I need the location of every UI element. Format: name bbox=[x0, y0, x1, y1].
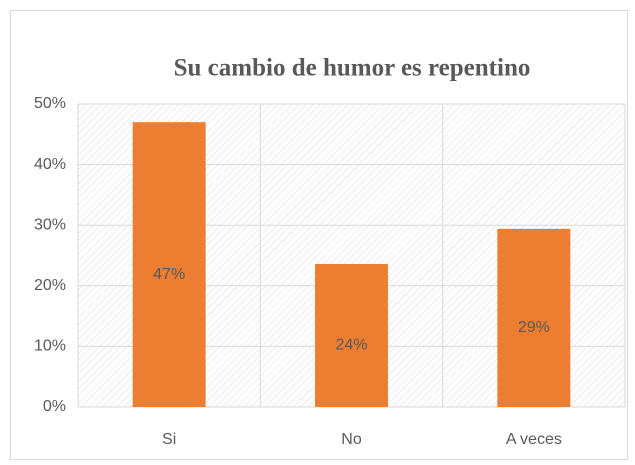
data-label: 47% bbox=[153, 266, 185, 283]
x-tick-label: No bbox=[341, 431, 362, 448]
x-tick-label: A veces bbox=[506, 431, 562, 448]
y-tick-label: 40% bbox=[34, 156, 66, 173]
y-tick-label: 20% bbox=[34, 277, 66, 294]
bar bbox=[132, 122, 206, 408]
y-tick-label: 30% bbox=[34, 216, 66, 233]
y-tick-label: 10% bbox=[34, 338, 66, 355]
data-label: 24% bbox=[335, 337, 367, 354]
bar bbox=[315, 263, 388, 407]
y-tick-label: 0% bbox=[43, 398, 66, 415]
bar bbox=[497, 228, 571, 407]
data-label: 29% bbox=[518, 319, 550, 336]
y-tick-label: 50% bbox=[34, 95, 66, 112]
chart-title: Su cambio de humor es repentino bbox=[174, 55, 531, 82]
x-tick-label: Si bbox=[162, 431, 176, 448]
